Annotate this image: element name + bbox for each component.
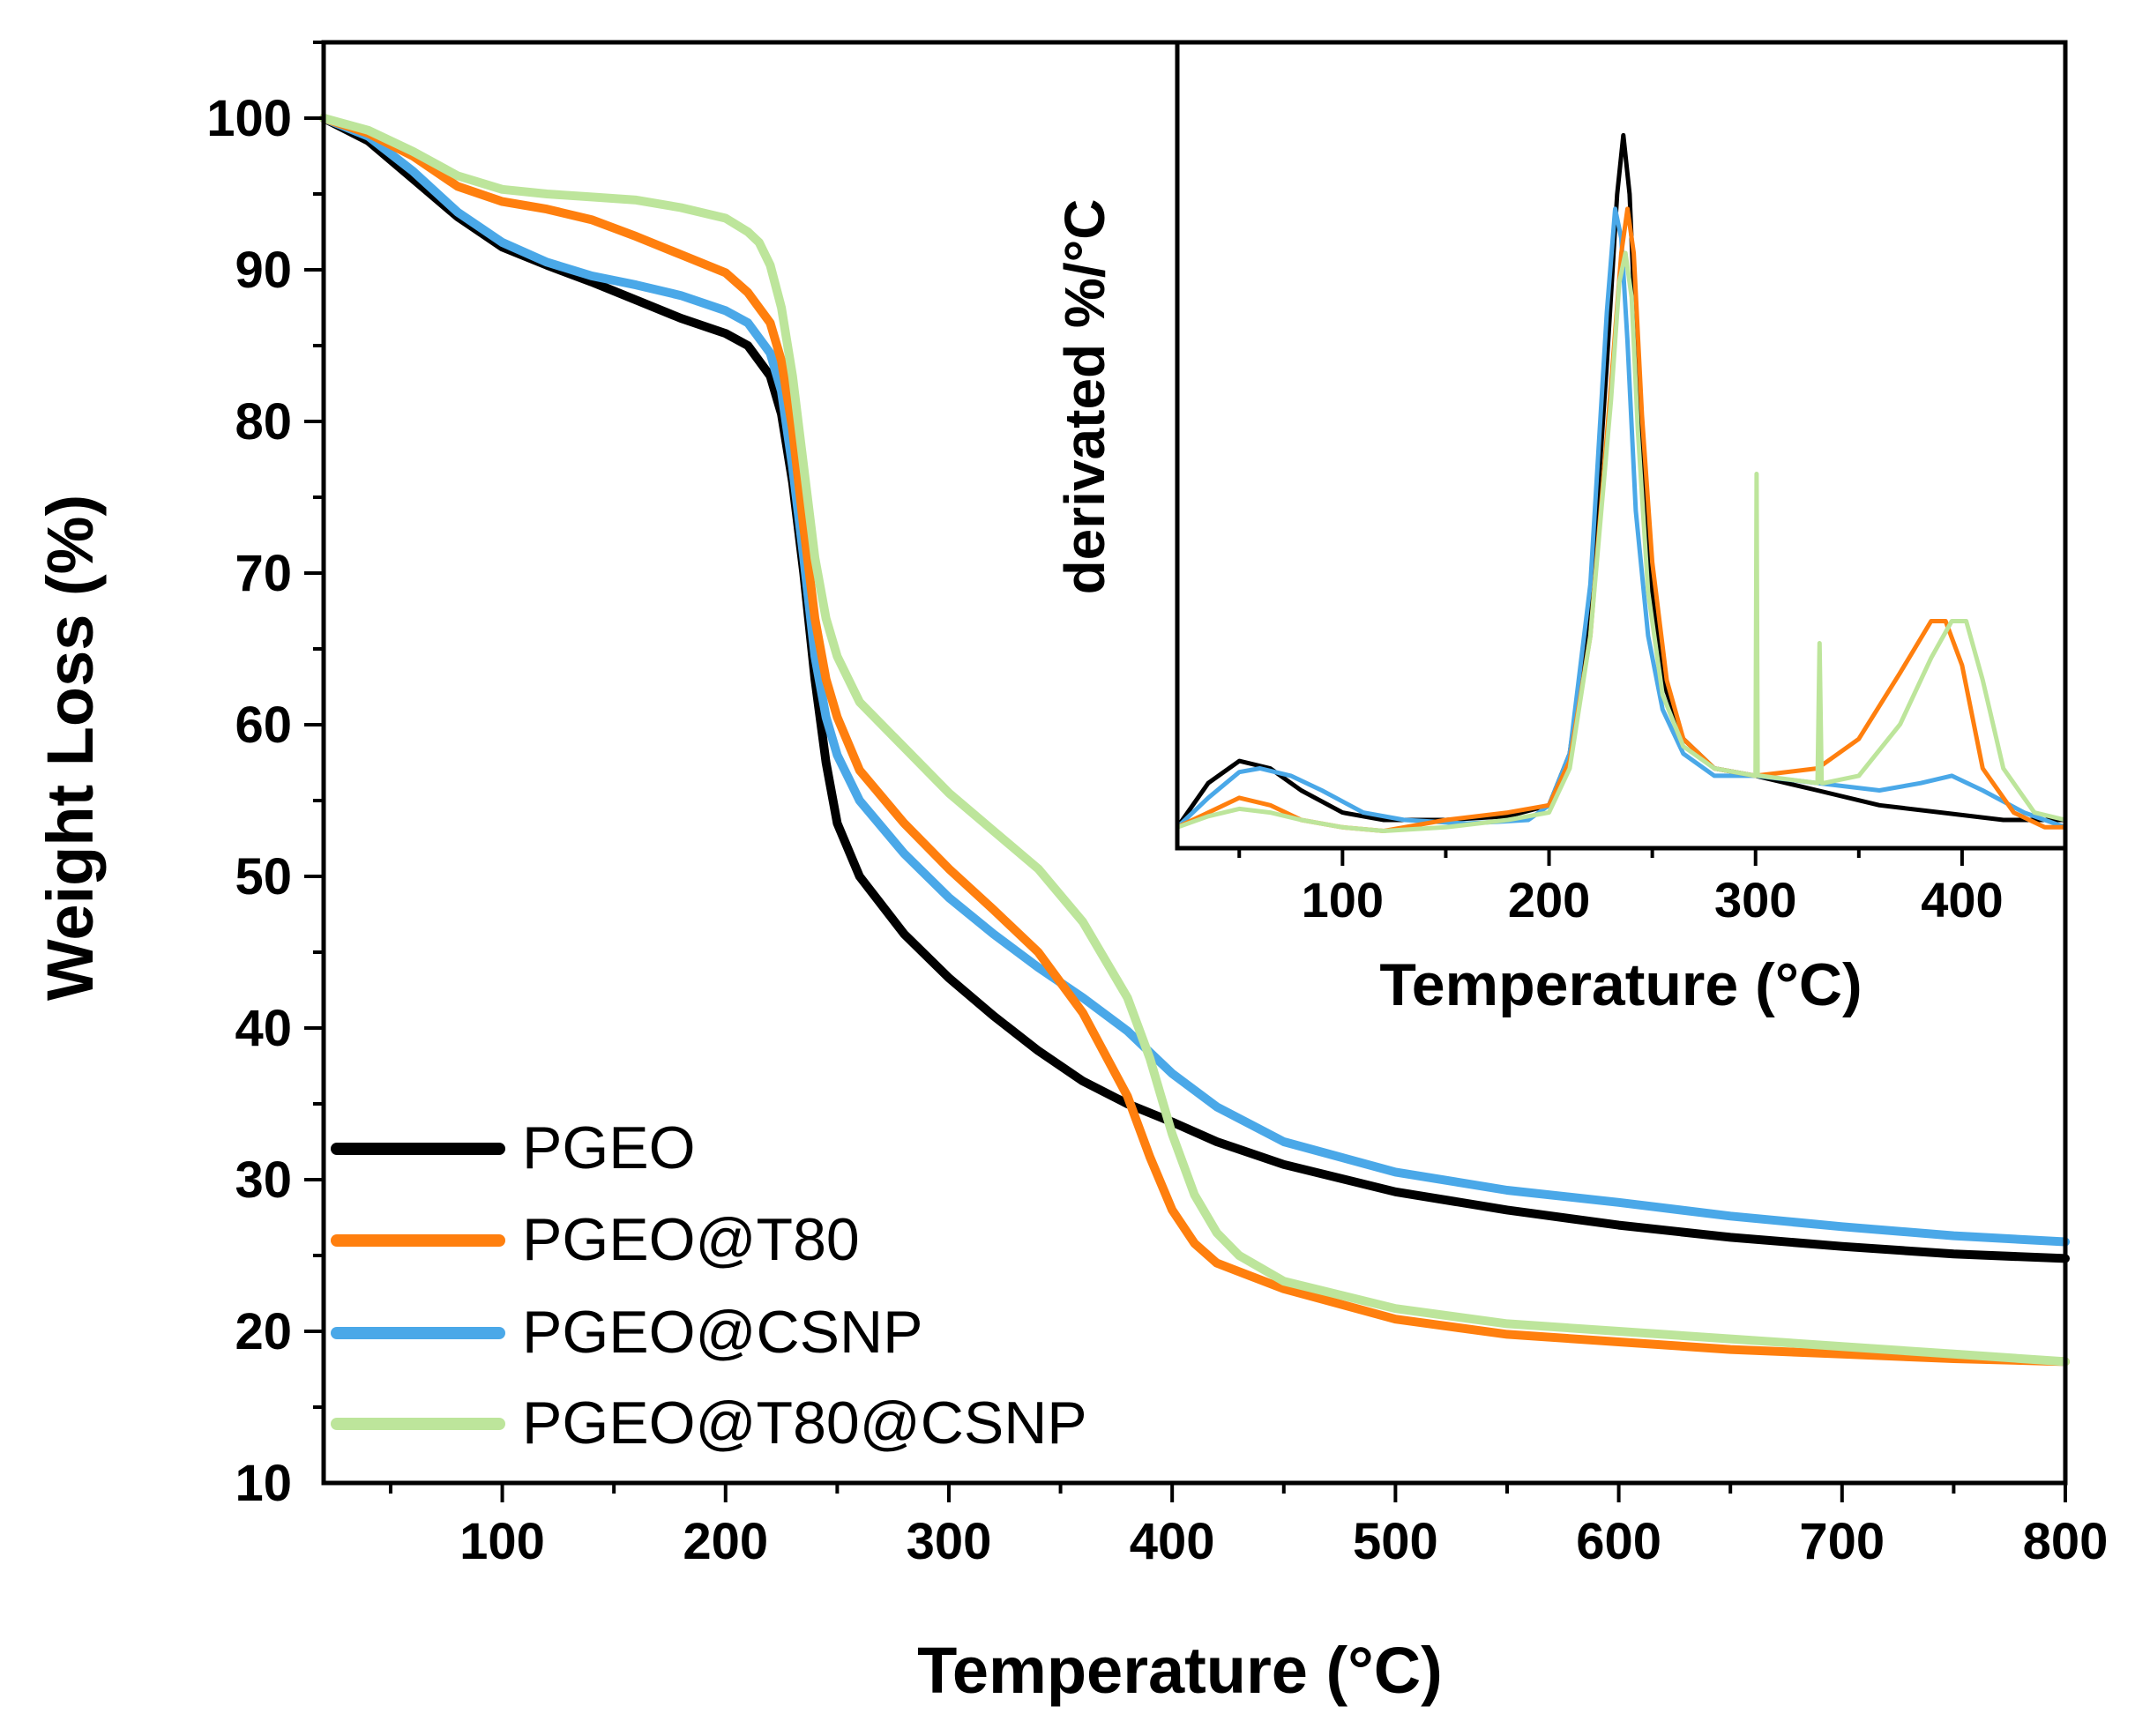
inset-series-pgeo-csnp — [1176, 206, 2066, 830]
legend-item-pgeo-csnp: PGEO@CSNP — [331, 1299, 922, 1366]
inset-x-tick-label: 300 — [1714, 872, 1796, 928]
main-y-tick-label: 70 — [235, 545, 292, 602]
main-y-tick-label: 90 — [235, 242, 292, 299]
inset-y-axis-title: derivated %/°C — [1053, 199, 1116, 595]
main-y-tick-label: 20 — [235, 1303, 292, 1360]
main-plot: 100 200 300 400 500 600 700 800 10 20 30 40 50 60 70 8… — [34, 40, 2109, 1707]
main-x-ticks: 100 200 300 400 500 600 700 800 — [388, 1483, 2109, 1570]
inset-x-axis-title: Temperature (°C) — [1379, 951, 1862, 1018]
legend-label-pgeo-csnp: PGEO@CSNP — [522, 1299, 922, 1366]
main-y-tick-label: 40 — [235, 1000, 292, 1057]
main-x-tick-label: 600 — [1576, 1513, 1661, 1570]
main-x-tick-label: 200 — [683, 1513, 768, 1570]
main-y-axis-title: Weight Loss (%) — [34, 495, 107, 1001]
legend-label-pgeo-t80-csnp: PGEO@T80@CSNP — [522, 1390, 1087, 1457]
legend-item-pgeo: PGEO — [331, 1114, 696, 1181]
main-x-tick-label: 800 — [2023, 1513, 2109, 1570]
main-x-axis-title: Temperature (°C) — [917, 1634, 1443, 1707]
main-series-group — [319, 114, 2070, 1367]
main-series-pgeo-t80 — [319, 114, 2070, 1367]
main-y-tick-label: 10 — [235, 1455, 292, 1512]
main-series-pgeo-csnp — [319, 114, 2070, 1247]
main-y-tick-label: 50 — [235, 848, 292, 905]
main-x-tick-label: 500 — [1353, 1513, 1438, 1570]
legend-item-pgeo-t80-csnp: PGEO@T80@CSNP — [331, 1390, 1087, 1457]
inset-series-pgeo-t80-csnp — [1176, 250, 2066, 833]
main-y-tick-label: 100 — [206, 90, 292, 147]
inset-plot-frame — [1175, 40, 2068, 851]
main-y-ticks: 10 20 30 40 50 60 70 80 90 100 — [206, 41, 324, 1512]
legend: PGEO PGEO@T80 PGEO@CSNP PGEO@T80@CSNP — [331, 1114, 1087, 1457]
main-y-tick-label: 30 — [235, 1151, 292, 1209]
inset-plot: 100 200 300 400 Temperature (°C) derivated … — [1053, 40, 2068, 1018]
inset-series-group — [1175, 132, 2066, 833]
main-x-tick-label: 400 — [1130, 1513, 1215, 1570]
inset-x-tick-label: 200 — [1508, 872, 1590, 928]
inset-x-tick-label: 100 — [1302, 872, 1384, 928]
main-series-pgeo-t80-csnp — [319, 114, 2070, 1367]
main-y-tick-label: 60 — [235, 697, 292, 754]
main-x-tick-label: 100 — [459, 1513, 545, 1570]
inset-x-tick-label: 400 — [1921, 872, 2003, 928]
inset-background — [1177, 42, 2065, 848]
inset-x-ticks: 100 200 300 400 — [1237, 848, 2067, 928]
main-series-pgeo — [319, 114, 2070, 1263]
legend-item-pgeo-t80: PGEO@T80 — [331, 1206, 860, 1273]
inset-series-pgeo — [1175, 132, 2065, 829]
legend-label-pgeo-t80: PGEO@T80 — [522, 1206, 860, 1273]
main-x-tick-label: 700 — [1799, 1513, 1885, 1570]
legend-label-pgeo: PGEO — [522, 1114, 696, 1181]
main-y-tick-label: 80 — [235, 393, 292, 451]
main-x-tick-label: 300 — [907, 1513, 992, 1570]
